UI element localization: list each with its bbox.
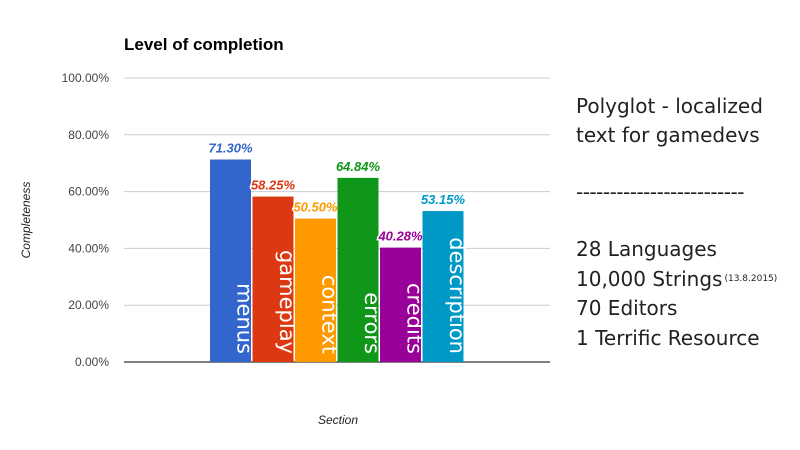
data-label-credits: 40.28% xyxy=(377,229,423,244)
stat-strings-date-note: (13.8.2015) xyxy=(724,273,778,284)
y-tick-label: 80.00% xyxy=(68,128,109,142)
bar-description xyxy=(422,211,464,362)
y-tick-label: 60.00% xyxy=(68,185,109,199)
data-label-errors: 64.84% xyxy=(336,159,381,174)
y-axis-ticks: 0.00% 20.00% 40.00% 60.00% 80.00% 100.00% xyxy=(62,71,110,369)
category-label-description: description xyxy=(445,237,469,354)
info-divider: ------------------------- xyxy=(576,180,744,204)
stat-editors-text: 70 Editors xyxy=(576,296,678,320)
y-tick-label: 100.00% xyxy=(62,71,110,85)
x-axis-label: Section xyxy=(318,413,358,427)
data-label-menus: 71.30% xyxy=(208,141,253,156)
y-tick-label: 0.00% xyxy=(75,355,109,369)
info-heading-line-2: text for gamedevs xyxy=(576,123,760,147)
data-label-gameplay: 58.25% xyxy=(251,178,296,193)
stat-strings: 10,000 Strings (13.8.2015) xyxy=(576,265,796,295)
bar-credits xyxy=(380,247,421,362)
stat-resource-text: 1 Terrific Resource xyxy=(576,325,760,350)
data-label-description: 53.15% xyxy=(421,192,466,207)
y-tick-label: 40.00% xyxy=(68,241,109,255)
stat-languages: 28 Languages xyxy=(576,235,796,265)
bar-errors xyxy=(337,177,379,362)
bar-context xyxy=(295,218,336,362)
stat-resource: 1 Terrific Resource xyxy=(576,324,796,354)
data-label-context: 50.50% xyxy=(293,200,338,215)
info-panel: Polyglot - localized text for gamedevs -… xyxy=(576,92,796,353)
bar-gameplay xyxy=(252,196,294,362)
stats-list: 28 Languages 10,000 Strings (13.8.2015) 7… xyxy=(576,235,796,353)
stat-editors: 70 Editors xyxy=(576,294,796,324)
y-axis-label: Completeness xyxy=(19,182,33,259)
bars: menus71.30%gameplay58.25%context50.50%er… xyxy=(207,139,469,362)
grid-lines xyxy=(124,77,550,363)
bar-menus xyxy=(210,159,251,362)
stat-strings-text: 10,000 Strings xyxy=(576,266,723,291)
stat-languages-text: 28 Languages xyxy=(576,237,717,261)
chart-title: Level of completion xyxy=(124,35,284,54)
info-heading: Polyglot - localized text for gamedevs xyxy=(576,92,796,150)
info-heading-line-1: Polyglot - localized xyxy=(576,94,763,118)
y-tick-label: 20.00% xyxy=(68,298,109,312)
